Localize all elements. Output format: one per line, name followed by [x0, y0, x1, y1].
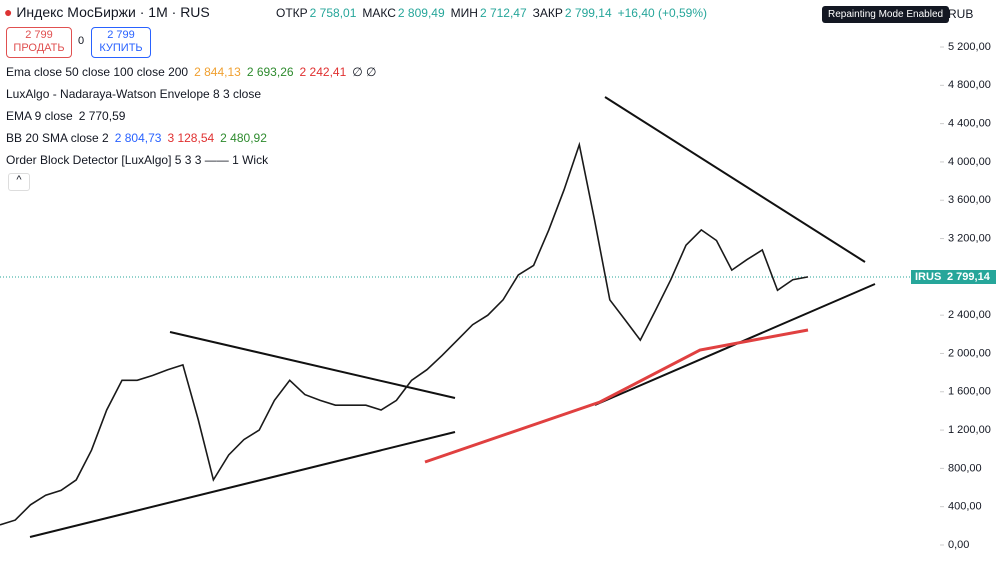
- indicator-label: Ema close 50 close 100 close 200: [6, 65, 189, 79]
- spread: 0: [78, 35, 85, 47]
- indicator-label: LuxAlgo - Nadaraya-Watson Envelope 8 3 c…: [6, 87, 262, 101]
- ohlc-label: МИН: [450, 6, 478, 20]
- indicator-label: Order Block Detector [LuxAlgo] 5 3 3 —— …: [6, 153, 269, 167]
- sell-label: ПРОДАТЬ: [13, 42, 65, 54]
- y-tick-label: 4 400,00: [948, 118, 991, 130]
- ohlc-value: 2 758,01: [309, 6, 357, 20]
- y-tick-label: 1 200,00: [948, 424, 991, 436]
- last-tag: IRUS: [911, 270, 946, 284]
- indicator-row: EMA 9 close 2 770,59: [6, 109, 125, 123]
- symbol-text: Индекс МосБиржи · 1M · RUS: [16, 4, 210, 20]
- indicator-value: 3 128,54: [167, 131, 215, 145]
- collapse-button[interactable]: ^: [8, 173, 30, 191]
- indicator-row: BB 20 SMA close 2 2 804,73 3 128,54 2 480,9…: [6, 131, 267, 145]
- badge: Repainting Mode Enabled: [822, 6, 950, 23]
- ohlc-label: МАКС: [362, 6, 396, 20]
- indicator-value: 2 804,73: [114, 131, 162, 145]
- ohlc-label: ЗАКР: [532, 6, 563, 20]
- buy-label: КУПИТЬ: [99, 42, 143, 54]
- y-tick-label: 3 200,00: [948, 232, 991, 244]
- indicator-value: 2 242,41: [299, 65, 347, 79]
- sell-button[interactable]: 2 799 ПРОДАТЬ: [6, 27, 72, 58]
- indicator-value: ∅ ∅: [352, 65, 377, 79]
- ohlc-label: ОТКР: [276, 6, 308, 20]
- last-price-label: 2 799,14: [941, 270, 996, 284]
- indicator-value: 2 844,13: [194, 65, 241, 79]
- sell-price: 2 799: [25, 29, 53, 41]
- ohlc-value: 2 712,47: [479, 6, 527, 20]
- trend-line: [169, 331, 456, 399]
- buy-price: 2 799: [107, 29, 135, 41]
- price-line: [0, 141, 809, 526]
- indicator-value: 2 770,59: [78, 109, 126, 123]
- indicator-row: Order Block Detector [LuxAlgo] 5 3 3 —— …: [6, 153, 268, 167]
- symbol: ● Индекс МосБиржи · 1M · RUS: [4, 4, 210, 20]
- ohlc-value: 2 809,49: [397, 6, 445, 20]
- indicator-value: 2 693,26: [246, 65, 294, 79]
- ema-200: [424, 328, 809, 464]
- trend-line: [29, 431, 456, 538]
- indicator-row: LuxAlgo - Nadaraya-Watson Envelope 8 3 c…: [6, 87, 261, 101]
- ohlc-value: 2 799,14: [564, 6, 612, 20]
- indicator-label: BB 20 SMA close 2: [6, 131, 109, 145]
- indicator-label: EMA 9 close: [6, 109, 73, 123]
- y-tick-label: 4 000,00: [948, 156, 991, 168]
- ohlc: ОТКР 2 758,01 МАКС 2 809,49 МИН 2 712,47 ЗАКР 2…: [270, 6, 707, 20]
- ohlc-change: +16,40 (+0,59%): [617, 6, 708, 20]
- y-tick-label: 4 800,00: [948, 79, 991, 91]
- y-tick-label: 400,00: [948, 501, 982, 513]
- indicator-row: Ema close 50 close 100 close 200 2 844,13…: [6, 65, 377, 79]
- y-tick-label: 2 400,00: [948, 309, 991, 321]
- indicator-value: 2 480,92: [220, 131, 267, 145]
- y-tick-label: 5 200,00: [948, 41, 991, 53]
- currency: RUB: [948, 7, 974, 21]
- y-tick-label: 1 600,00: [948, 386, 991, 398]
- y-tick-label: 0,00: [948, 539, 969, 551]
- y-tick-label: 2 000,00: [948, 347, 991, 359]
- y-tick-label: 800,00: [948, 462, 982, 474]
- y-tick-label: 3 600,00: [948, 194, 991, 206]
- trend-line: [604, 96, 866, 263]
- buy-button[interactable]: 2 799 КУПИТЬ: [91, 27, 151, 58]
